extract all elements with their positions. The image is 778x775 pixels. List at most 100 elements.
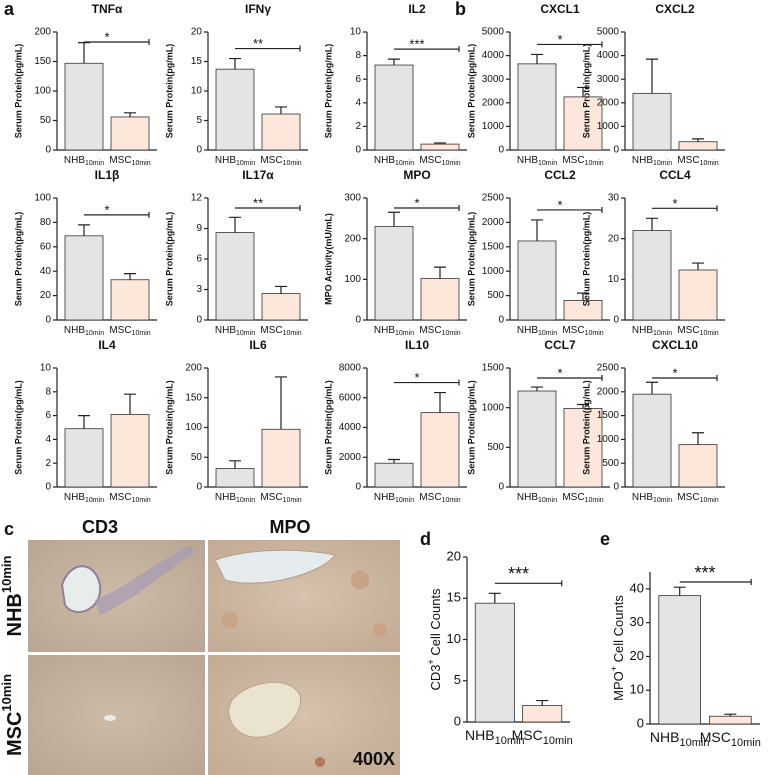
y-tick-label: 1500 — [597, 410, 620, 421]
y-tick-label: 20 — [40, 290, 52, 301]
x-tick-label: NHB10min — [374, 325, 414, 337]
category-main: NHB — [632, 325, 653, 336]
y-tick-label: 4000 — [597, 50, 620, 61]
y-tick-label: 0 — [45, 482, 51, 493]
bar — [517, 240, 557, 321]
bar — [374, 226, 414, 321]
chart-title: MPO — [403, 168, 430, 182]
category-sub: 10min — [132, 497, 151, 504]
category-main: NHB — [215, 492, 236, 503]
y-tick-label: 0 — [196, 482, 202, 493]
x-tick-label: MSC10min — [419, 155, 460, 167]
category-sub: 10min — [132, 160, 151, 167]
category-sub: 10min — [236, 330, 255, 337]
panel-label: d — [420, 529, 431, 549]
y-tick-label: 2000 — [482, 97, 505, 108]
x-tick-label: NHB10min — [517, 155, 557, 167]
y-axis-label: Serum Protein(pg/mL) — [323, 380, 333, 475]
category-sub: 10min — [132, 330, 151, 337]
chart-title: CXCL1 — [540, 2, 580, 16]
x-tick-label: NHB10min — [374, 155, 414, 167]
bar — [64, 235, 104, 321]
error-bar — [536, 699, 549, 706]
y-tick-label: 500 — [487, 442, 504, 453]
bar — [261, 293, 301, 321]
category-main: NHB — [374, 155, 395, 166]
x-tick-label: NHB10min — [374, 492, 414, 504]
error-bar — [78, 42, 90, 64]
chart-title: IFNγ — [245, 2, 271, 16]
x-tick-label: NHB10min — [517, 325, 557, 337]
y-axis-label-part: + — [609, 666, 619, 671]
y-tick-label: 100 — [34, 193, 51, 204]
y-tick-label: 0 — [613, 482, 619, 493]
chart-title: CCL7 — [544, 338, 576, 352]
y-tick-label: 40 — [630, 580, 644, 595]
error-bar — [229, 216, 241, 233]
x-tick-label: MSC10min — [700, 729, 761, 749]
y-tick-label: 500 — [602, 458, 619, 469]
panel-label: b — [455, 0, 466, 19]
y-tick-label: 0 — [45, 315, 51, 326]
y-tick-label: 5000 — [482, 27, 505, 38]
x-tick-label: NHB10min — [64, 325, 104, 337]
y-axis-label-part: Cell Counts — [611, 595, 626, 666]
error-bar — [275, 376, 287, 430]
panel-label: e — [600, 529, 610, 549]
error-bar — [434, 266, 446, 279]
y-tick-label: 0 — [613, 145, 619, 156]
error-bar — [275, 106, 287, 115]
y-tick-label: 150 — [185, 392, 202, 403]
chart-title: CCL4 — [659, 168, 691, 182]
y-tick-label: 0 — [613, 315, 619, 326]
significance-label: *** — [694, 563, 715, 583]
chart-title: TNFα — [92, 2, 123, 16]
y-tick-label: 5000 — [597, 27, 620, 38]
category-main: NHB — [650, 729, 680, 745]
category-sub: 10min — [679, 737, 709, 749]
y-tick-label: 30 — [608, 193, 620, 204]
error-bar — [388, 58, 400, 66]
cell — [222, 612, 238, 628]
micrograph — [28, 655, 205, 775]
y-axis-label: Serum Protein(pg/mL) — [323, 44, 333, 139]
category-main: NHB — [215, 155, 236, 166]
y-tick-label: 2000 — [339, 452, 362, 463]
y-axis-label: Serum Protein(pg/mL) — [13, 212, 23, 307]
y-tick-label: 0 — [355, 482, 361, 493]
y-tick-label: 8 — [45, 386, 51, 397]
x-tick-label: MSC10min — [677, 325, 718, 337]
category-main: NHB — [517, 325, 538, 336]
category-main: MSC — [260, 492, 282, 503]
y-axis-label-part: CD3 — [428, 665, 443, 691]
category-sub: 10min — [442, 497, 461, 504]
error-bar — [646, 381, 658, 395]
y-tick-label: 0 — [45, 145, 51, 156]
y-tick-label: 100 — [344, 274, 361, 285]
category-main: MSC — [512, 727, 543, 743]
category-sub: 10min — [538, 497, 557, 504]
y-tick-label: 6 — [45, 410, 51, 421]
y-axis-label: Serum Protein(pg/mL) — [581, 212, 591, 307]
y-tick-label: 6 — [196, 254, 202, 265]
category-sub: 10min — [85, 497, 104, 504]
chart-title: IL1β — [95, 168, 120, 182]
chart-title: IL2 — [408, 2, 426, 16]
bar — [420, 143, 460, 151]
category-sub: 10min — [543, 735, 573, 747]
y-tick-label: 20 — [630, 648, 644, 663]
error-bar — [531, 53, 543, 64]
y-tick-label: 0 — [454, 713, 461, 728]
bar — [420, 278, 460, 321]
vessel — [95, 545, 195, 615]
magnification: 400X — [353, 749, 395, 769]
y-tick-label: 3000 — [482, 74, 505, 85]
y-tick-label: 4 — [45, 434, 51, 445]
y-tick-label: 5 — [196, 115, 202, 126]
bar — [374, 462, 414, 488]
category-main: NHB — [517, 155, 538, 166]
y-tick-label: 0 — [498, 145, 504, 156]
panel-label: c — [4, 519, 14, 539]
y-tick-label: 200 — [344, 233, 361, 244]
y-tick-label: 2 — [45, 458, 51, 469]
